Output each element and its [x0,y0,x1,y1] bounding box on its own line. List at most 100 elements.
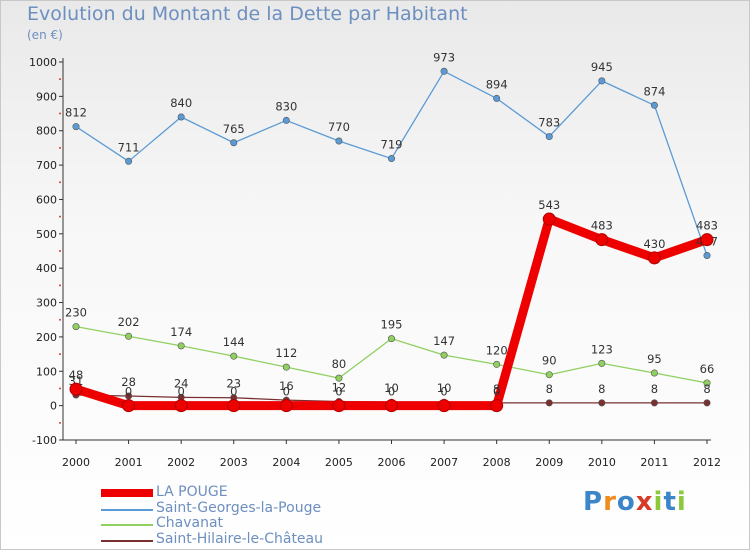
x-tick-label: 2004 [272,456,300,469]
data-point [227,399,241,413]
y-minor-tick [59,250,61,252]
data-point [598,399,606,407]
data-label: 783 [538,116,560,130]
x-tick-label: 2011 [640,456,668,469]
data-point [703,251,711,259]
series-line-la-pouge [71,214,712,411]
data-label: 144 [223,335,245,349]
data-point [125,332,133,340]
data-label: 8 [546,382,553,396]
x-tick-label: 2012 [693,456,721,469]
data-label: 840 [170,96,192,110]
data-label: 770 [328,120,350,134]
data-label: 0 [388,385,395,399]
data-label: 80 [332,357,347,371]
data-label: 973 [433,50,455,64]
data-point [122,399,136,413]
data-label: 10 [437,381,452,395]
data-point [545,399,553,407]
data-label: 945 [591,60,613,74]
data-label: 0 [125,385,132,399]
y-tick-label: 0 [50,400,57,413]
x-tick-label: 2007 [430,456,458,469]
data-label: 0 [230,385,237,399]
x-tick-label: 2000 [62,456,90,469]
data-point [598,359,606,367]
data-point [650,399,658,407]
chart-unit-label: (en €) [27,28,63,42]
data-label: 66 [700,362,715,376]
data-label: 24 [174,376,189,390]
y-minor-tick [59,78,61,81]
data-point [335,137,343,145]
y-tick-label: 600 [36,193,57,206]
legend-swatch [101,524,153,526]
data-label: 894 [486,77,508,91]
legend-label: LA POUGE [156,484,228,500]
data-point [177,113,185,121]
data-point [385,399,398,413]
data-label: 8 [703,382,710,396]
data-label: 765 [223,122,245,136]
data-label: 23 [226,377,241,391]
brand-letter: P [583,487,604,517]
data-point [493,360,501,368]
data-label: 0 [178,385,185,399]
legend-label: Saint-Hilaire-le-Château [156,530,323,547]
data-label: 90 [542,354,557,368]
data-point [598,77,606,85]
brand-letter: r [603,487,617,517]
data-label: 174 [170,325,192,339]
y-minor-tick [59,215,61,218]
data-label: 874 [643,84,665,98]
data-label: 147 [433,334,455,348]
data-point [703,399,711,407]
data-point [440,67,448,75]
brand-letter: t [663,487,677,517]
y-tick-label: 500 [36,228,57,241]
data-label: 12 [332,381,347,395]
data-point [230,352,238,360]
data-point [493,94,501,102]
data-point [177,342,185,350]
data-label: 48 [69,368,84,382]
data-point [69,382,83,396]
data-point [437,399,451,413]
y-tick-label: 700 [36,159,57,172]
data-label: 719 [381,138,403,152]
data-point [387,155,395,163]
data-point [440,351,448,359]
x-tick-label: 2010 [588,456,616,469]
y-tick-label: 200 [36,331,57,344]
y-tick-label: -100 [32,434,57,447]
y-tick-label: 100 [36,365,57,378]
data-point [647,251,661,265]
y-minor-tick [59,421,61,424]
data-label: 8 [598,382,605,396]
brand-letter: i [676,487,687,517]
data-label: 430 [643,237,665,251]
y-minor-tick [59,387,61,390]
data-point [650,369,658,377]
data-label: 8 [493,382,500,396]
data-label: 812 [65,106,87,120]
legend-swatch [101,539,153,542]
data-point [282,363,290,371]
data-label: 123 [591,342,613,356]
x-tick-label: 2005 [325,456,353,469]
data-label: 711 [118,140,140,154]
y-minor-tick [59,353,61,356]
data-point [545,371,553,379]
legend-swatch [101,508,153,511]
y-tick-label: 800 [36,125,57,138]
data-label: 483 [696,219,718,233]
data-point [279,399,293,413]
data-point [174,399,188,413]
data-label: 195 [381,318,403,332]
data-point [595,233,609,247]
y-minor-tick [59,284,61,287]
data-label: 0 [493,385,500,399]
line-chart: -100010020030040050060070080090010002000… [29,50,721,469]
data-label: 0 [283,385,290,399]
